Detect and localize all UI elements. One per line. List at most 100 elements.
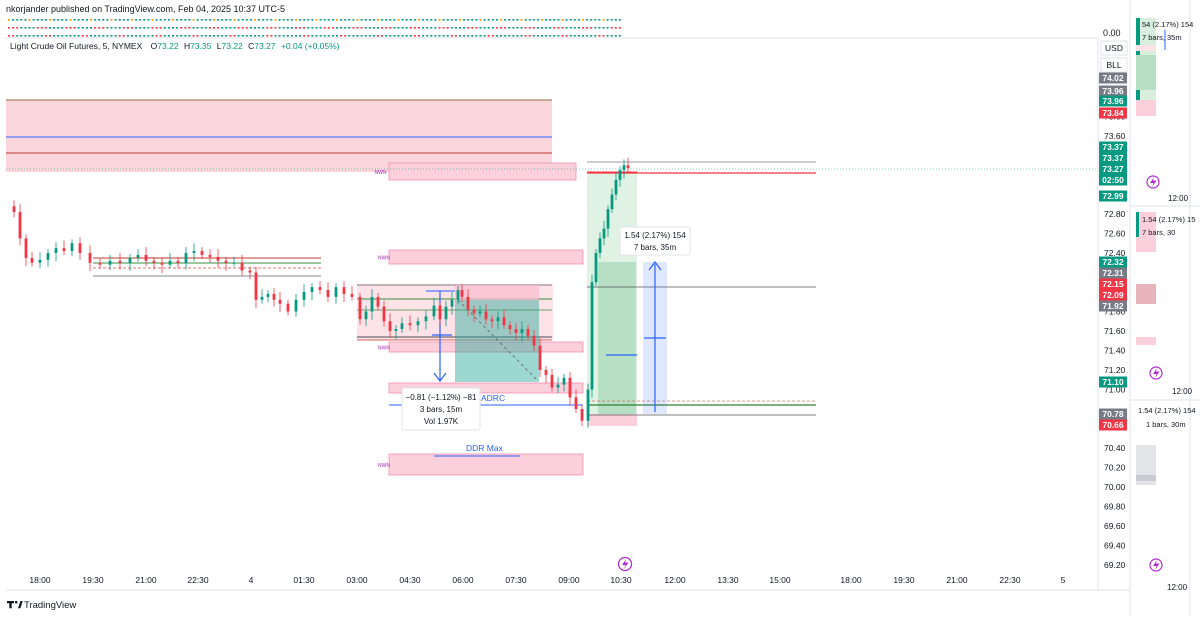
indicator-dot [438,19,441,21]
indicator-dot [520,35,523,37]
indicator-dot [155,27,158,29]
candle [376,292,380,311]
indicator-dot [487,27,490,29]
indicator-dot [286,19,289,21]
price-badge-bg [1099,163,1127,175]
price-tick: 72.40 [1104,248,1126,258]
candle-body [514,329,518,333]
candle [248,266,252,280]
indicator-dot [32,27,35,29]
indicator-dot [229,27,232,29]
indicator-dot [549,35,552,37]
candle-body [260,296,264,300]
nwn-zone [388,249,584,265]
candle-body [502,317,506,326]
candle-body [286,303,290,312]
candle [216,249,220,268]
candle-body [556,384,560,388]
indicator-dot [110,27,113,29]
indicator-dot [586,19,589,21]
tradingview-logo[interactable]: TradingView [6,600,76,611]
candle-body [46,253,50,260]
flash-icon[interactable] [617,556,633,572]
indicator-dot [114,19,117,21]
panel2-time: 12:00 [1172,387,1193,396]
indicator-dot [167,19,170,21]
indicator-dot [290,19,293,21]
indicator-dot [295,27,297,29]
indicator-dot [98,19,101,21]
indicator-dot [327,27,330,29]
price-tick: 71.60 [1104,326,1126,336]
candle [294,293,298,317]
candle [192,243,196,262]
indicator-dot [504,19,507,21]
price-badge-label: 74.02 [1102,73,1124,83]
indicator-dot [528,19,531,21]
indicator-dot [24,27,27,29]
candle-body [88,253,92,263]
price-badge-label: 72.99 [1102,191,1124,201]
indicator-dot [237,35,240,37]
candle [272,288,276,307]
candle [544,366,548,384]
indicator-dot [36,35,39,37]
candle [568,371,572,406]
candle-body [400,323,404,330]
indicator-dot [565,19,568,21]
price-tick: 69.60 [1104,521,1126,531]
price-tick: 72.80 [1104,209,1126,219]
candle [388,313,392,338]
price-badge: 02:50 [1099,174,1127,186]
candle-body [550,374,554,388]
indicator-dot [16,27,19,29]
price-badge-label: 72.15 [1102,279,1124,289]
indicator-dot [356,27,359,29]
indicator-dot [536,27,539,29]
flash-ring [1149,558,1163,572]
candle [606,205,610,237]
drop-label-line: 3 bars, 15m [420,405,463,414]
indicator-dot [94,27,97,29]
indicator-dot [524,27,527,29]
indicator-dot [94,35,97,37]
indicator-dot [180,35,183,37]
indicator-dot [577,27,580,29]
time-axis[interactable]: 18:00 19:30 21:00 22:30 4 01:30 03:00 04:30 06:0… [29,575,1065,585]
publisher-text: nkorjander published on TradingView.com,… [6,4,285,14]
indicator-dot [303,27,306,29]
flash-icon [1149,366,1163,380]
indicator-dot [500,19,502,21]
indicator-dot [278,27,281,29]
indicator-dot [389,19,392,21]
indicator-dot [8,27,10,29]
indicator-dot [368,19,371,21]
indicator-dot [188,19,191,21]
indicator-dot [114,35,117,37]
indicator-dot [463,35,466,37]
indicator-dot [549,19,552,21]
rise-label-line: 1.54 (2.17%) 154 [624,231,686,240]
indicator-dot [167,27,170,29]
candle [46,249,50,267]
indicator-dot [516,19,519,21]
indicator-dot [553,35,556,37]
candle-body [18,212,22,239]
indicator-dot [409,35,412,37]
svg-text:Light Crude Oil Futures, 5, NY: Light Crude Oil Futures, 5, NYMEX O73.22… [10,41,340,51]
price-badge-bg [1099,419,1127,431]
indicator-dot [126,19,129,21]
price-badge-label: 02:50 [1102,175,1124,185]
candle [254,266,258,309]
currency-button[interactable]: USD [1100,40,1128,56]
indicator-dot [582,35,584,37]
rise-label-box [619,226,691,256]
indicator-dot [20,35,23,37]
mode-button[interactable]: BLL [1100,57,1128,73]
candle-body [232,262,236,264]
indicator-dot [602,27,605,29]
indicator-dot [65,19,68,21]
indicator-dot [131,19,133,21]
indicator-dot [118,35,121,37]
